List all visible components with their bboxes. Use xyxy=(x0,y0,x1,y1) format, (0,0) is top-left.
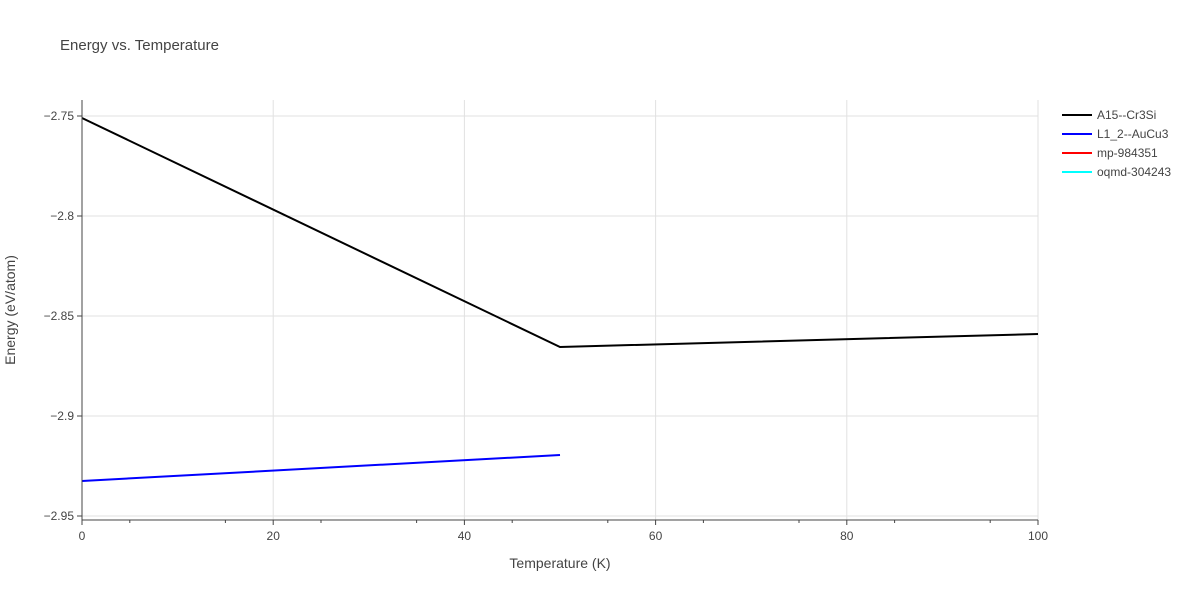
axes: 0 20 40 60 80 100 −2.75 −2.8 −2.85 −2.9 −2.95 xyxy=(44,100,1048,543)
y-tick-label: −2.75 xyxy=(44,109,75,123)
y-tick-label: −2.85 xyxy=(44,309,75,323)
x-tick-label: 20 xyxy=(267,529,281,543)
y-tick-label: −2.95 xyxy=(44,509,75,523)
series-layer xyxy=(81,117,1039,482)
x-axis-title: Temperature (K) xyxy=(509,555,610,571)
y-axis-title: Energy (eV/atom) xyxy=(2,255,18,365)
x-tick-label: 0 xyxy=(79,529,86,543)
x-tick-label: 100 xyxy=(1028,529,1048,543)
legend-label: oqmd-304243 xyxy=(1097,165,1171,179)
legend-label: mp-984351 xyxy=(1097,146,1158,160)
y-tick-label: −2.9 xyxy=(50,409,74,423)
legend-label: L1_2--AuCu3 xyxy=(1097,127,1169,141)
x-tick-label: 80 xyxy=(840,529,854,543)
grid xyxy=(82,100,1039,520)
series-line xyxy=(81,117,1039,349)
x-tick-label: 40 xyxy=(458,529,472,543)
y-tick-label: −2.8 xyxy=(50,209,74,223)
legend: A15--Cr3Si L1_2--AuCu3 mp-984351 oqmd-30424… xyxy=(1062,108,1171,179)
legend-label: A15--Cr3Si xyxy=(1097,108,1156,122)
x-tick-label: 60 xyxy=(649,529,663,543)
chart-title: Energy vs. Temperature xyxy=(60,37,219,54)
series-line xyxy=(81,454,561,482)
